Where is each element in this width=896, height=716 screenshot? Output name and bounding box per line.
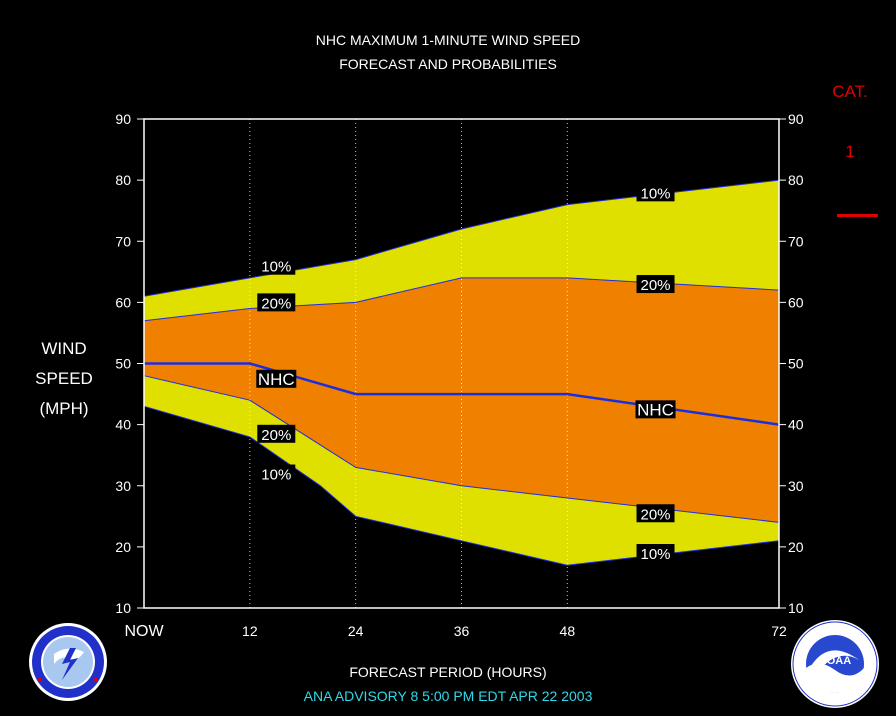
y-tick-label-right: 90 [788,111,804,127]
y-tick-label-left: 10 [115,600,131,616]
y-tick-label-right: 40 [788,417,804,433]
annotation-box [636,543,675,562]
series-line-lower-20 [143,375,780,523]
annotation-box [257,464,296,483]
y-tick-label-right: 30 [788,478,804,494]
chart-title-line2: FORECAST AND PROBABILITIES [339,56,557,72]
annotation-box [257,424,296,443]
nws-logo [29,623,107,701]
y-tick-label-right: 80 [788,172,804,188]
x-axis-label: FORECAST PERIOD (HOURS) [349,664,547,680]
x-tick-label: 48 [560,623,576,639]
x-tick-label: 24 [348,623,364,639]
advisory-line: ANA ADVISORY 8 5:00 PM EDT APR 22 2003 [303,688,593,704]
series-line-upper-10 [143,179,780,297]
annotation-label: 10% [261,259,291,276]
annotation-label: 10% [641,185,671,202]
y-tick-label-left: 90 [115,111,131,127]
annotation-label: 20% [641,277,671,294]
category-marker [837,214,878,217]
category-value: 1 [845,142,855,161]
y-tick-label-left: 70 [115,233,131,249]
annotation-box [636,504,675,523]
y-tick-label-right: 10 [788,600,804,616]
annotation-label: 20% [641,506,671,523]
y-tick-label-left: 20 [115,539,131,555]
noaa-logo-text: NOAA [819,655,851,667]
series-line-lower-10 [143,405,780,566]
y-tick-label-right: 20 [788,539,804,555]
y-tick-label-right: 50 [788,356,804,372]
annotation-label: 10% [641,546,671,563]
annotation-label: 20% [261,427,291,444]
annotation-box [636,183,675,202]
annotation-label: 20% [261,295,291,312]
band-20-percent [144,277,779,523]
annotation-label: NHC [637,400,674,419]
y-axis-label-line2: SPEED [35,369,93,388]
y-tick-label-left: 80 [115,172,131,188]
noaa-logo: NOAA [791,620,879,708]
x-tick-label: 72 [771,623,787,639]
annotation-label: NHC [258,370,295,389]
chart-title-line1: NHC MAXIMUM 1-MINUTE WIND SPEED [315,32,581,48]
annotation-box [257,256,296,275]
y-tick-label-left: 40 [115,417,131,433]
annotation-box [257,293,296,312]
annotation-box [256,369,297,388]
y-tick-label-left: 50 [115,356,131,372]
annotation-box [636,275,675,294]
y-tick-label-left: 30 [115,478,131,494]
y-axis-label-line3: (MPH) [39,399,89,418]
x-tick-label: 36 [454,623,470,639]
annotation-box [635,400,676,419]
category-label: CAT. [832,82,868,101]
annotation-label: 10% [261,467,291,484]
y-tick-label-right: 70 [788,233,804,249]
series-line-upper-20 [143,277,780,322]
y-axis-label-line1: WIND [41,339,87,358]
x-tick-label: 12 [242,623,258,639]
y-tick-label-left: 60 [115,294,131,310]
y-tick-label-right: 60 [788,294,804,310]
series-line-nhc [144,362,780,426]
x-tick-label: NOW [124,623,164,640]
